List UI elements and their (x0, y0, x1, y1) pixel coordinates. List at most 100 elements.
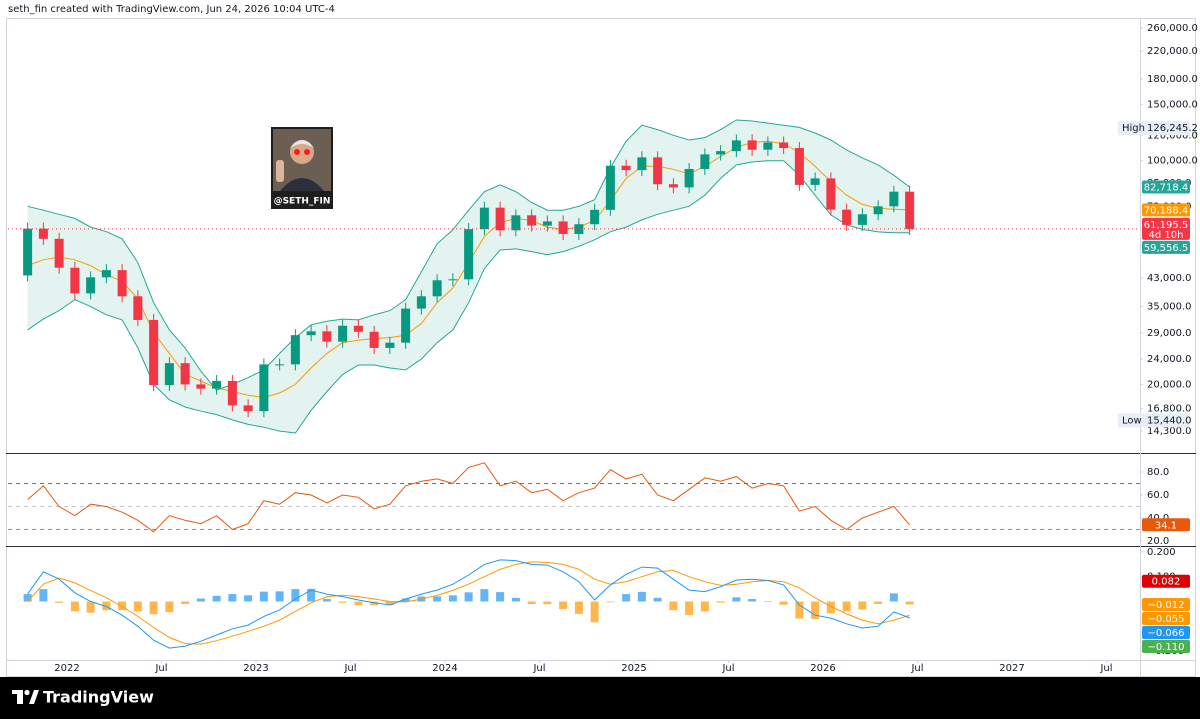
histogram-bar (370, 601, 379, 606)
histogram-bar (70, 601, 79, 612)
signal-line (27, 561, 910, 645)
histogram-bar (716, 601, 725, 603)
candle (290, 335, 300, 365)
candle (621, 165, 631, 171)
footer-logo (12, 689, 39, 704)
macd-line (27, 559, 910, 649)
histogram-bar (149, 601, 158, 615)
candle (779, 142, 789, 149)
last-price-label (1142, 217, 1190, 240)
band-upper (27, 119, 910, 391)
scale-label-text: −0.055 (1147, 614, 1184, 625)
histogram-bar (86, 601, 95, 613)
histogram-bar (23, 594, 32, 602)
y-tick-label: 16,800.0 (1147, 404, 1192, 415)
footer-bar (0, 677, 1200, 719)
histogram-bar (543, 601, 552, 605)
x-tick-label: 2022 (54, 663, 79, 674)
histogram-bar (590, 601, 599, 623)
candle (259, 364, 269, 412)
candle (369, 331, 379, 348)
y-tick-label: 150,000.0 (1147, 99, 1198, 110)
candle (763, 142, 773, 150)
watermark-hand (276, 160, 284, 182)
candle (117, 270, 127, 297)
scale-label (1142, 574, 1190, 588)
upper-band-label-text: 82,718.4 (1144, 183, 1189, 194)
indicator-last-label (1142, 518, 1190, 532)
y-tick-label: 24,000.0 (1147, 354, 1192, 365)
histogram-bar (259, 591, 268, 602)
y-tick-label: 29,000.0 (1147, 328, 1192, 339)
candle (322, 331, 332, 342)
candle (133, 296, 143, 320)
scale-label (1142, 597, 1190, 611)
scale-label-text: −0.110 (1147, 642, 1184, 653)
candle (857, 214, 867, 225)
scale-label-text: −0.066 (1147, 628, 1184, 639)
histogram-bar (401, 598, 410, 602)
last-price-label-text: 61,195.5 (1144, 220, 1189, 231)
histogram-bar (275, 591, 284, 602)
candle (227, 380, 237, 406)
histogram-bar (858, 601, 867, 610)
candle (275, 364, 285, 366)
middle-band-label (1142, 203, 1190, 217)
histogram-bar (527, 601, 536, 604)
watermark-eye (304, 149, 310, 155)
histogram-bar (889, 593, 898, 602)
candle (306, 331, 316, 336)
candle (448, 279, 458, 281)
candle (401, 308, 411, 343)
histogram-bar (448, 595, 457, 602)
watermark-hair (290, 140, 314, 148)
watermark-suit (280, 178, 324, 191)
candle (558, 221, 568, 235)
histogram-bar (685, 601, 694, 615)
histogram-bar (496, 592, 505, 602)
histogram-bar (669, 601, 678, 611)
histogram-bar (55, 601, 64, 603)
y-tick-label: 20.0 (1147, 536, 1169, 547)
y-tick-label: 0.200 (1147, 547, 1176, 558)
histogram-bar (291, 589, 300, 602)
candle (684, 168, 694, 188)
histogram-bar (795, 601, 804, 619)
candle (637, 157, 647, 171)
candle (590, 209, 600, 225)
lower-band-label-text: 59,556.5 (1144, 243, 1189, 254)
watermark-face (290, 140, 314, 164)
scale-label-text: −0.012 (1147, 600, 1184, 611)
logo-part (29, 690, 39, 704)
header-text: seth_fin created with TradingView.com, J… (8, 4, 335, 15)
candle (479, 207, 489, 230)
candle (164, 363, 174, 386)
band-lower (27, 160, 910, 434)
watermark: @SETH_FIN (271, 127, 333, 209)
candle (527, 215, 537, 226)
x-tick-label: Jul (1099, 663, 1112, 674)
last-price-label-text: 4d 10h (1149, 230, 1184, 241)
candle (716, 151, 726, 155)
candle (905, 191, 915, 229)
histogram-bar (181, 601, 190, 604)
lower-band-label (1142, 240, 1190, 254)
candle (353, 325, 363, 332)
y-tick-label: 120,000.0 (1147, 130, 1198, 141)
histogram-bar (826, 601, 835, 614)
candle (212, 380, 222, 389)
x-tick-label: 2027 (999, 663, 1024, 674)
candle (70, 267, 80, 294)
candle (495, 207, 505, 231)
scale-label (1142, 611, 1190, 625)
histogram-bar (559, 601, 568, 609)
histogram-bar (732, 597, 741, 602)
candle (747, 140, 757, 150)
histogram-bar (905, 601, 914, 605)
histogram-bar (700, 601, 709, 612)
candle (38, 228, 48, 239)
candle (794, 148, 804, 185)
x-tick-label: 2024 (432, 663, 457, 674)
high-tag: High (1122, 123, 1145, 134)
